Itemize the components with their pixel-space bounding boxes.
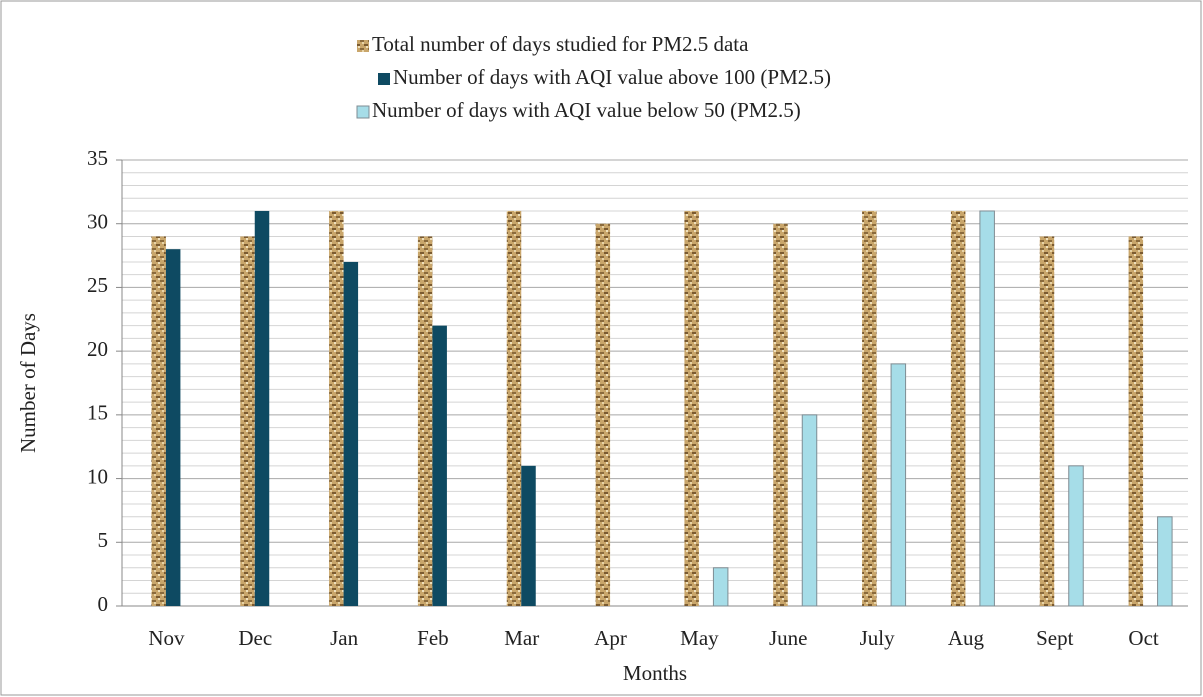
bar: [712, 567, 729, 607]
bar: [1039, 236, 1055, 606]
bar: [862, 210, 877, 606]
bar: [595, 223, 611, 606]
x-tick-label: July: [860, 626, 896, 650]
x-tick-label: Feb: [417, 626, 449, 650]
bar: [506, 210, 522, 606]
bar: [432, 325, 447, 606]
bar: [417, 236, 433, 606]
y-tick-label: 5: [98, 528, 109, 552]
bar: [684, 210, 699, 606]
legend-swatch: [378, 73, 390, 85]
y-tick-label: 35: [87, 146, 108, 170]
legend-label: Number of days with AQI value above 100 …: [393, 65, 831, 89]
y-tick-label: 25: [87, 273, 108, 297]
bar: [1157, 516, 1173, 607]
x-tick-label: Jan: [330, 626, 358, 650]
bar: [801, 414, 818, 607]
x-tick-label: Dec: [238, 626, 272, 650]
y-tick-label: 10: [87, 464, 108, 488]
bar: [1068, 465, 1084, 607]
bar: [165, 249, 181, 606]
bar: [979, 210, 995, 607]
y-tick-label: 30: [87, 210, 108, 234]
bar: [890, 363, 907, 607]
x-tick-label: Nov: [148, 626, 185, 650]
bar: [329, 210, 344, 606]
bar: [773, 223, 788, 606]
bar: [950, 210, 966, 606]
x-tick-label: May: [680, 626, 719, 650]
legend-label: Number of days with AQI value below 50 (…: [372, 98, 801, 122]
x-tick-label: Aug: [948, 626, 985, 650]
bar: [151, 236, 166, 606]
x-tick-label: Sept: [1036, 626, 1074, 650]
bar: [521, 465, 536, 606]
x-tick-label: Mar: [504, 626, 539, 650]
x-tick-label: Apr: [594, 626, 627, 650]
y-tick-label: 15: [87, 401, 108, 425]
bar: [343, 261, 359, 606]
x-tick-label: Oct: [1128, 626, 1158, 650]
legend-label: Total number of days studied for PM2.5 d…: [372, 32, 749, 56]
x-axis-label: Months: [623, 661, 687, 685]
x-tick-label: June: [769, 626, 808, 650]
legend-swatch: [357, 40, 369, 52]
y-tick-label: 20: [87, 337, 108, 361]
bar: [254, 210, 270, 606]
legend-swatch: [356, 105, 370, 119]
y-axis-label: Number of Days: [16, 313, 40, 453]
bar: [1128, 236, 1144, 606]
y-tick-label: 0: [98, 592, 109, 616]
bar: [240, 236, 255, 606]
